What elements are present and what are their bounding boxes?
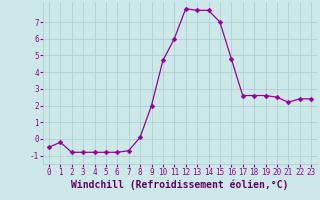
X-axis label: Windchill (Refroidissement éolien,°C): Windchill (Refroidissement éolien,°C) <box>71 180 289 190</box>
